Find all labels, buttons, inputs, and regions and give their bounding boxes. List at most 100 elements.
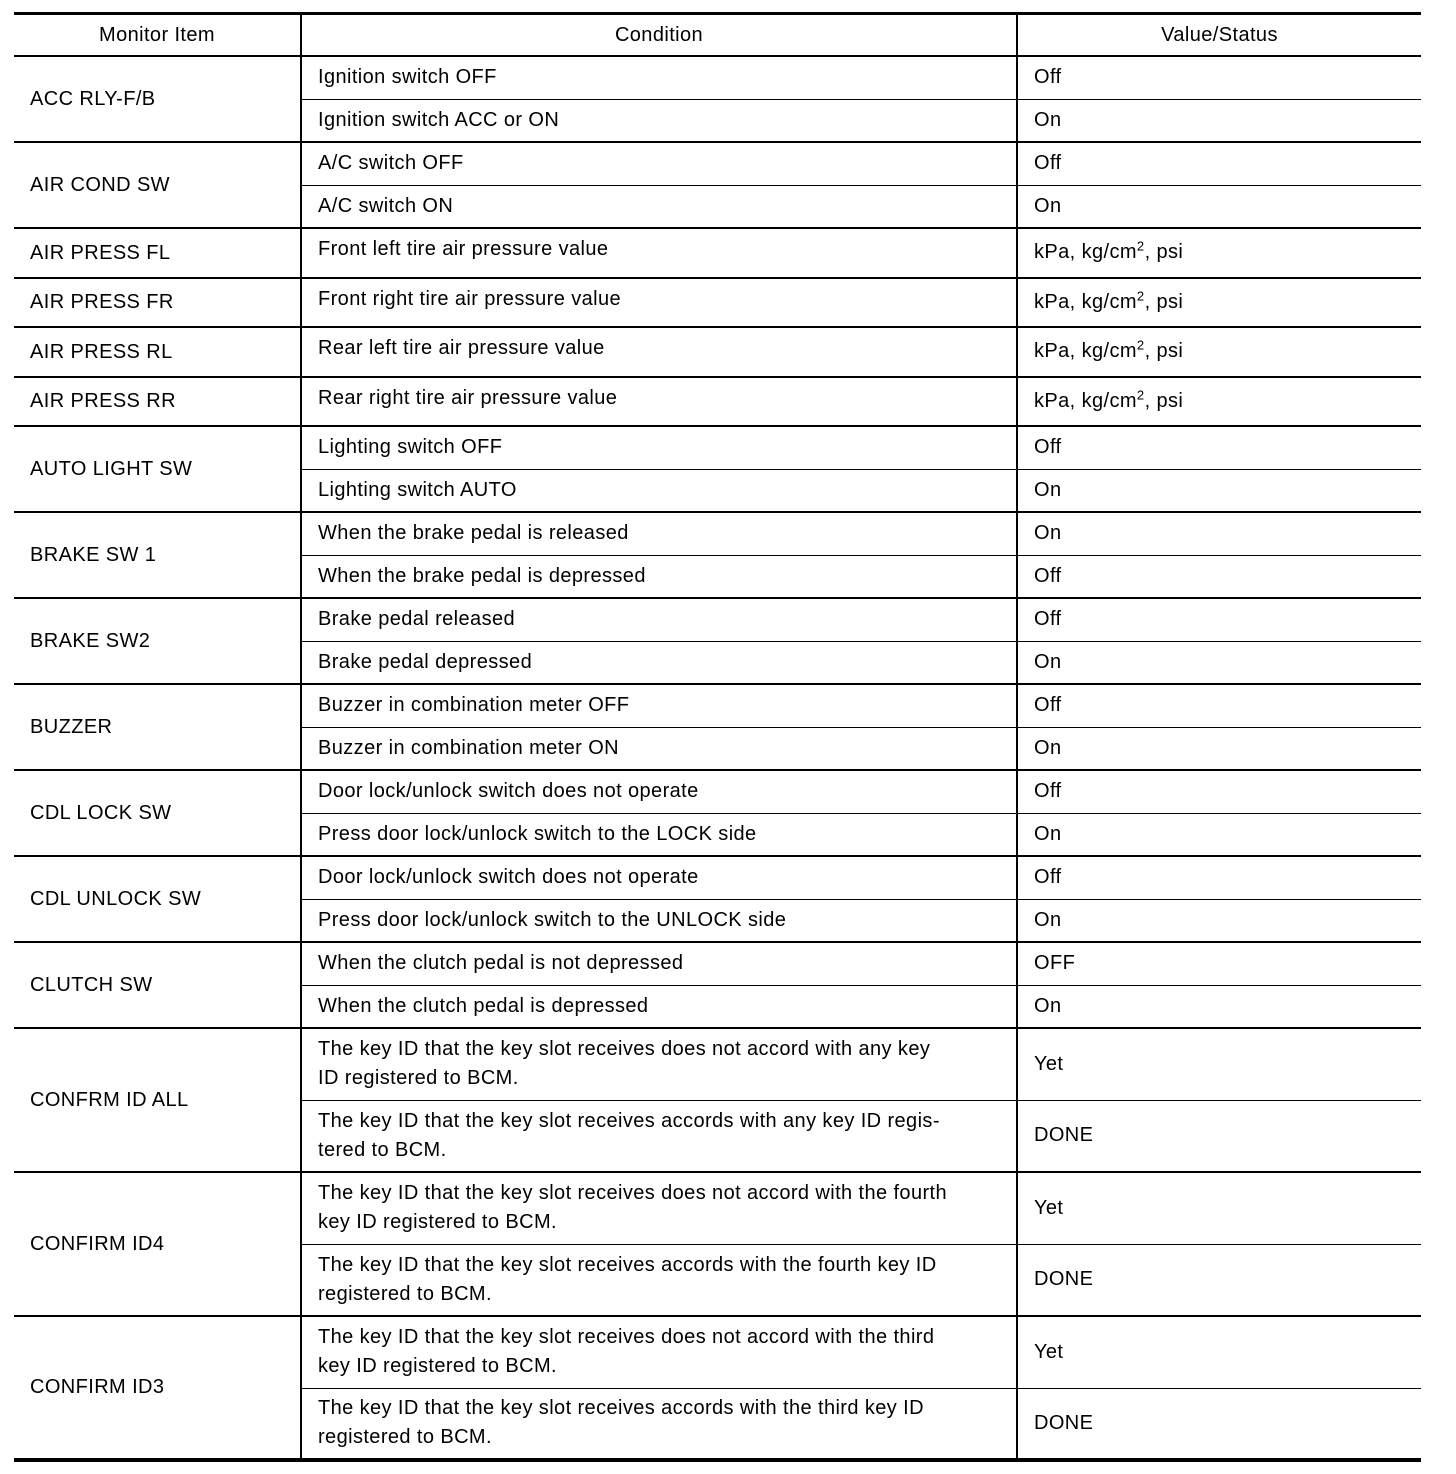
table-body: ACC RLY-F/B Ignition switch OFF Off Ignitio… [14,55,1421,1460]
value-status-cell: Yet [1016,1171,1421,1244]
condition-cell: A/C switch OFF [300,141,1017,185]
condition-cell: Press door lock/unlock switch to the UNL… [300,898,1017,942]
value-status-cell: DONE [1016,1243,1421,1316]
table-row: AUTO LIGHT SW Lighting switch OFF Off [14,425,1421,512]
monitor-item-cell: AIR PRESS FR [14,277,301,327]
value-status-cell: Yet [1016,1315,1421,1388]
condition-cell: Door lock/unlock switch does not operate [300,855,1017,899]
table-row: When the clutch pedal is depressed On [14,984,1421,1028]
condition-cell: Lighting switch OFF [300,425,1017,469]
monitor-item-cell: BUZZER [14,683,301,770]
table-row: CLUTCH SW When the clutch pedal is not de… [14,941,1421,1028]
value-status-cell: kPa, kg/cm2, psi [1016,326,1421,377]
header-condition: Condition [300,13,1017,57]
value-status-cell: DONE [1016,1387,1421,1460]
value-status-cell: On [1016,468,1421,512]
monitor-item-cell: ACC RLY-F/B [14,55,301,142]
value-status-cell: kPa, kg/cm2, psi [1016,227,1421,278]
table-row: BUZZER Buzzer in combination meter OFF Off [14,683,1421,770]
value-status-cell: On [1016,984,1421,1028]
value-status-cell: Off [1016,425,1421,469]
condition-cell: When the brake pedal is depressed [300,554,1017,598]
value-superscript: 2 [1136,288,1145,304]
condition-cell: Ignition switch ACC or ON [300,98,1017,142]
table-row: A/C switch ON On [14,184,1421,228]
header-row: Monitor Item Condition Value/Status [14,13,1421,57]
monitor-item-cell: AIR PRESS FL [14,227,301,278]
condition-cell: When the clutch pedal is depressed [300,984,1017,1028]
condition-cell: Brake pedal released [300,597,1017,641]
table-row: CONFIRM ID4 The key ID that the key slot … [14,1171,1421,1316]
table-row: AIR PRESS FL Front left tire air pressure… [14,227,1421,278]
table-row: The key ID that the key slot receives ac… [14,1099,1421,1172]
condition-cell: Door lock/unlock switch does not operate [300,769,1017,813]
condition-cell: Lighting switch AUTO [300,468,1017,512]
table-row: BRAKE SW2 Brake pedal released Off [14,597,1421,684]
condition-cell: When the clutch pedal is not depressed [300,941,1017,985]
value-superscript: 2 [1136,387,1145,403]
monitor-item-cell: CONFIRM ID3 [14,1315,301,1460]
value-superscript: 2 [1136,238,1145,254]
table-row: AIR PRESS RL Rear left tire air pressure … [14,326,1421,377]
value-status-cell: On [1016,98,1421,142]
condition-cell: The key ID that the key slot receives do… [300,1171,1017,1244]
condition-cell: The key ID that the key slot receives do… [300,1315,1017,1388]
value-status-cell: OFF [1016,941,1421,985]
monitor-item-cell: CDL UNLOCK SW [14,855,301,942]
value-unit-suffix: , psi [1144,340,1184,362]
condition-cell: Buzzer in combination meter OFF [300,683,1017,727]
monitor-item-cell: AIR PRESS RL [14,326,301,377]
monitor-item-cell: CDL LOCK SW [14,769,301,856]
table-row: Lighting switch AUTO On [14,468,1421,512]
condition-cell: A/C switch ON [300,184,1017,228]
monitor-item-cell: AIR PRESS RR [14,376,301,426]
header-value-status: Value/Status [1016,13,1421,57]
value-status-cell: DONE [1016,1099,1421,1172]
monitor-table: Monitor Item Condition Value/Status ACC … [14,12,1421,1462]
table-row: CONFRM ID ALL The key ID that the key slo… [14,1027,1421,1172]
value-status-cell: On [1016,898,1421,942]
table-row: AIR PRESS FR Front right tire air pressur… [14,277,1421,327]
value-status-cell: Off [1016,141,1421,185]
value-unit-suffix: , psi [1144,291,1184,313]
value-status-cell: On [1016,726,1421,770]
value-unit-text: kPa, kg/cm [1034,291,1137,313]
value-status-cell: Off [1016,55,1421,99]
table-row: Buzzer in combination meter ON On [14,726,1421,770]
value-superscript: 2 [1136,337,1145,353]
condition-cell: The key ID that the key slot receives ac… [300,1387,1017,1460]
condition-cell: Front right tire air pressure value [300,277,1017,327]
value-status-cell: On [1016,184,1421,228]
value-unit-suffix: , psi [1144,390,1184,412]
table-row: AIR COND SW A/C switch OFF Off [14,141,1421,228]
condition-cell: The key ID that the key slot receives ac… [300,1099,1017,1172]
table-row: BRAKE SW 1 When the brake pedal is releas… [14,511,1421,598]
value-unit-text: kPa, kg/cm [1034,390,1137,412]
monitor-item-cell: BRAKE SW2 [14,597,301,684]
monitor-item-cell: AUTO LIGHT SW [14,425,301,512]
value-unit-text: kPa, kg/cm [1034,340,1137,362]
value-unit-suffix: , psi [1144,241,1184,263]
condition-cell: The key ID that the key slot receives ac… [300,1243,1017,1316]
monitor-item-cell: CLUTCH SW [14,941,301,1028]
value-status-cell: Off [1016,683,1421,727]
value-status-cell: Off [1016,855,1421,899]
table-row: ACC RLY-F/B Ignition switch OFF Off [14,55,1421,142]
condition-cell: Press door lock/unlock switch to the LOC… [300,812,1017,856]
table-row: Press door lock/unlock switch to the LOC… [14,812,1421,856]
value-status-cell: kPa, kg/cm2, psi [1016,277,1421,327]
table-row: Brake pedal depressed On [14,640,1421,684]
monitor-item-cell: CONFRM ID ALL [14,1027,301,1172]
value-status-cell: Off [1016,769,1421,813]
table-row: AIR PRESS RR Rear right tire air pressure… [14,376,1421,426]
value-status-cell: On [1016,640,1421,684]
condition-cell: Rear left tire air pressure value [300,326,1017,377]
value-status-cell: On [1016,812,1421,856]
value-status-cell: Off [1016,554,1421,598]
monitor-item-cell: AIR COND SW [14,141,301,228]
table-row: Press door lock/unlock switch to the UNL… [14,898,1421,942]
table-row: The key ID that the key slot receives ac… [14,1243,1421,1316]
monitor-item-cell: CONFIRM ID4 [14,1171,301,1316]
condition-cell: The key ID that the key slot receives do… [300,1027,1017,1100]
table-row: The key ID that the key slot receives ac… [14,1387,1421,1460]
